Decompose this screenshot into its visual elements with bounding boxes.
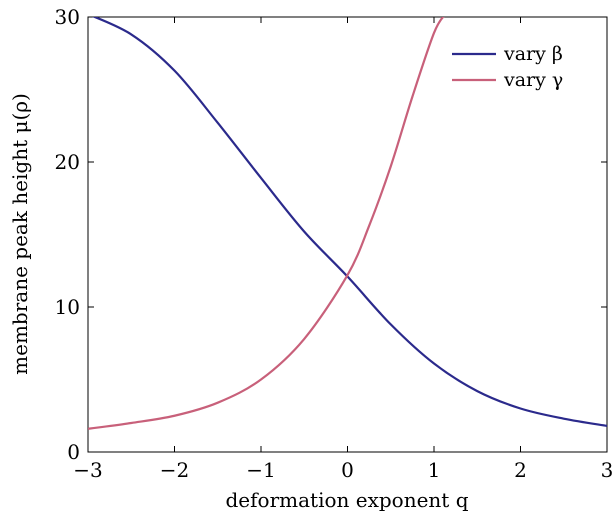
- x-tick-label: −2: [160, 458, 189, 482]
- y-tick-labels: 0 10 20 30: [55, 5, 80, 464]
- legend-label-vary-beta: vary β: [503, 43, 563, 65]
- x-axis-title: deformation exponent q: [226, 488, 469, 512]
- series-line-vary-gamma: [88, 17, 445, 430]
- y-tick-label: 30: [55, 5, 80, 29]
- legend-label-vary-gamma: vary γ: [503, 69, 563, 91]
- y-axis-title: membrane peak height μ(ρ): [8, 93, 32, 375]
- legend: vary β vary γ: [452, 43, 563, 91]
- y-tick-label: 10: [55, 295, 80, 319]
- x-tick-label: 0: [341, 458, 354, 482]
- x-tick-label: 3: [601, 458, 614, 482]
- axis-ticks: [87, 16, 608, 453]
- x-tick-label: 2: [514, 458, 527, 482]
- x-tick-label: 1: [428, 458, 441, 482]
- x-tick-label: −3: [73, 458, 102, 482]
- y-tick-label: 0: [67, 440, 80, 464]
- series-lines: [88, 17, 607, 430]
- x-tick-label: −1: [246, 458, 275, 482]
- y-tick-label: 20: [55, 150, 80, 174]
- x-tick-labels: −3 −2 −1 0 1 2 3: [73, 458, 613, 482]
